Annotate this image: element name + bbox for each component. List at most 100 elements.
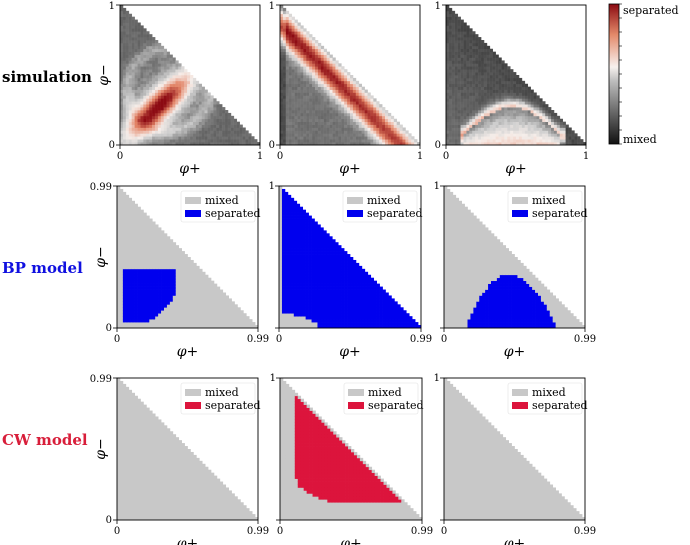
heatmap-cell: [146, 215, 150, 219]
heatmap-cell: [530, 115, 534, 120]
heatmap-cell: [137, 51, 141, 55]
heatmap-cell: [155, 115, 159, 120]
heatmap-cell: [125, 289, 130, 293]
heatmap-cell: [155, 292, 159, 296]
heatmap-cell: [128, 224, 133, 228]
heatmap-cell: [131, 133, 135, 137]
heatmap-cell: [143, 60, 147, 64]
heatmap-cell: [338, 75, 342, 79]
heatmap-cell: [163, 133, 168, 137]
heatmap-cell: [131, 242, 135, 246]
heatmap-cell: [207, 118, 211, 123]
heatmap-cell: [300, 95, 304, 99]
heatmap-cell: [128, 16, 133, 20]
heatmap-cell: [454, 16, 459, 20]
heatmap-cell: [507, 130, 511, 134]
heatmap-cell: [451, 83, 456, 88]
heatmap-cell: [279, 212, 283, 216]
heatmap-cell: [122, 319, 127, 323]
heatmap-cell: [122, 262, 127, 267]
heatmap-cell: [475, 133, 479, 137]
heatmap-cell: [190, 95, 194, 99]
heatmap-cell: [303, 51, 307, 55]
heatmap-cell: [128, 69, 133, 73]
heatmap-cell: [518, 112, 523, 117]
heatmap-cell: [323, 110, 328, 114]
heatmap-cell: [355, 115, 360, 120]
heatmap-cell: [361, 127, 365, 131]
heatmap-cell: [469, 92, 473, 96]
heatmap-cell: [469, 60, 473, 64]
heatmap-cell: [146, 83, 150, 88]
heatmap-cell: [510, 69, 514, 73]
heatmap-cell: [280, 16, 284, 20]
heatmap-cell: [370, 124, 374, 128]
heatmap-cell: [513, 101, 517, 105]
heatmap-cell: [169, 54, 173, 58]
heatmap-cell: [128, 136, 133, 140]
heatmap-cell: [288, 89, 293, 93]
heatmap-cell: [164, 242, 168, 246]
heatmap-cell: [213, 121, 217, 125]
heatmap-cell: [326, 127, 330, 131]
heatmap-cell: [294, 118, 298, 123]
heatmap-cell: [125, 251, 130, 255]
heatmap-cell: [146, 313, 150, 317]
heatmap-cell: [175, 121, 179, 125]
heatmap-cell: [208, 316, 212, 320]
heatmap-cell: [231, 319, 235, 323]
heatmap-cell: [158, 239, 162, 243]
heatmap-cell: [326, 92, 330, 96]
heatmap-cell: [288, 133, 293, 137]
heatmap-cell: [152, 304, 156, 308]
heatmap-cell: [489, 60, 494, 64]
heatmap-cell: [446, 75, 450, 79]
heatmap-cell: [454, 130, 459, 134]
heatmap-cell: [451, 54, 456, 58]
heatmap-cell: [166, 66, 170, 70]
heatmap-cell: [492, 142, 496, 146]
heatmap-cell: [344, 86, 348, 90]
heatmap-cell: [125, 274, 130, 279]
heatmap-cell: [469, 118, 473, 123]
heatmap-cell: [181, 298, 185, 302]
heatmap-cell: [454, 13, 459, 18]
heatmap-cell: [463, 69, 467, 73]
heatmap-cell: [306, 139, 310, 143]
heatmap-cell: [478, 37, 482, 41]
heatmap-cell: [495, 127, 499, 131]
heatmap-cell: [483, 110, 488, 114]
heatmap-cell: [556, 133, 561, 137]
heatmap-cell: [181, 121, 185, 125]
heatmap-cell: [219, 316, 224, 320]
heatmap-cell: [489, 142, 494, 146]
heatmap-cell: [281, 304, 286, 308]
heatmap-cell: [155, 236, 159, 240]
heatmap-cell: [175, 245, 180, 249]
heatmap-cell: [370, 127, 374, 131]
heatmap-cell: [393, 142, 398, 146]
heatmap-cell: [155, 80, 159, 85]
heatmap-cell: [152, 121, 156, 125]
heatmap-cell: [358, 127, 363, 131]
heatmap-cell: [134, 212, 138, 216]
heatmap-cell: [195, 136, 200, 140]
heatmap-cell: [521, 118, 526, 123]
heatmap-cell: [454, 37, 459, 41]
heatmap-cell: [282, 66, 287, 70]
heatmap-cell: [166, 51, 170, 55]
heatmap-cell: [454, 104, 459, 108]
heatmap-cell: [242, 130, 246, 134]
heatmap-cell: [303, 142, 307, 146]
heatmap-cell: [184, 254, 188, 258]
heatmap-cell: [396, 121, 400, 125]
heatmap-cell: [294, 28, 298, 32]
heatmap-cell: [210, 104, 214, 108]
heatmap-cell: [448, 75, 453, 79]
heatmap-cell: [507, 127, 511, 131]
heatmap-cell: [379, 133, 383, 137]
heatmap-cell: [300, 101, 304, 105]
heatmap-cell: [303, 66, 307, 70]
heatmap-cell: [199, 310, 203, 314]
heatmap-cell: [169, 322, 174, 326]
